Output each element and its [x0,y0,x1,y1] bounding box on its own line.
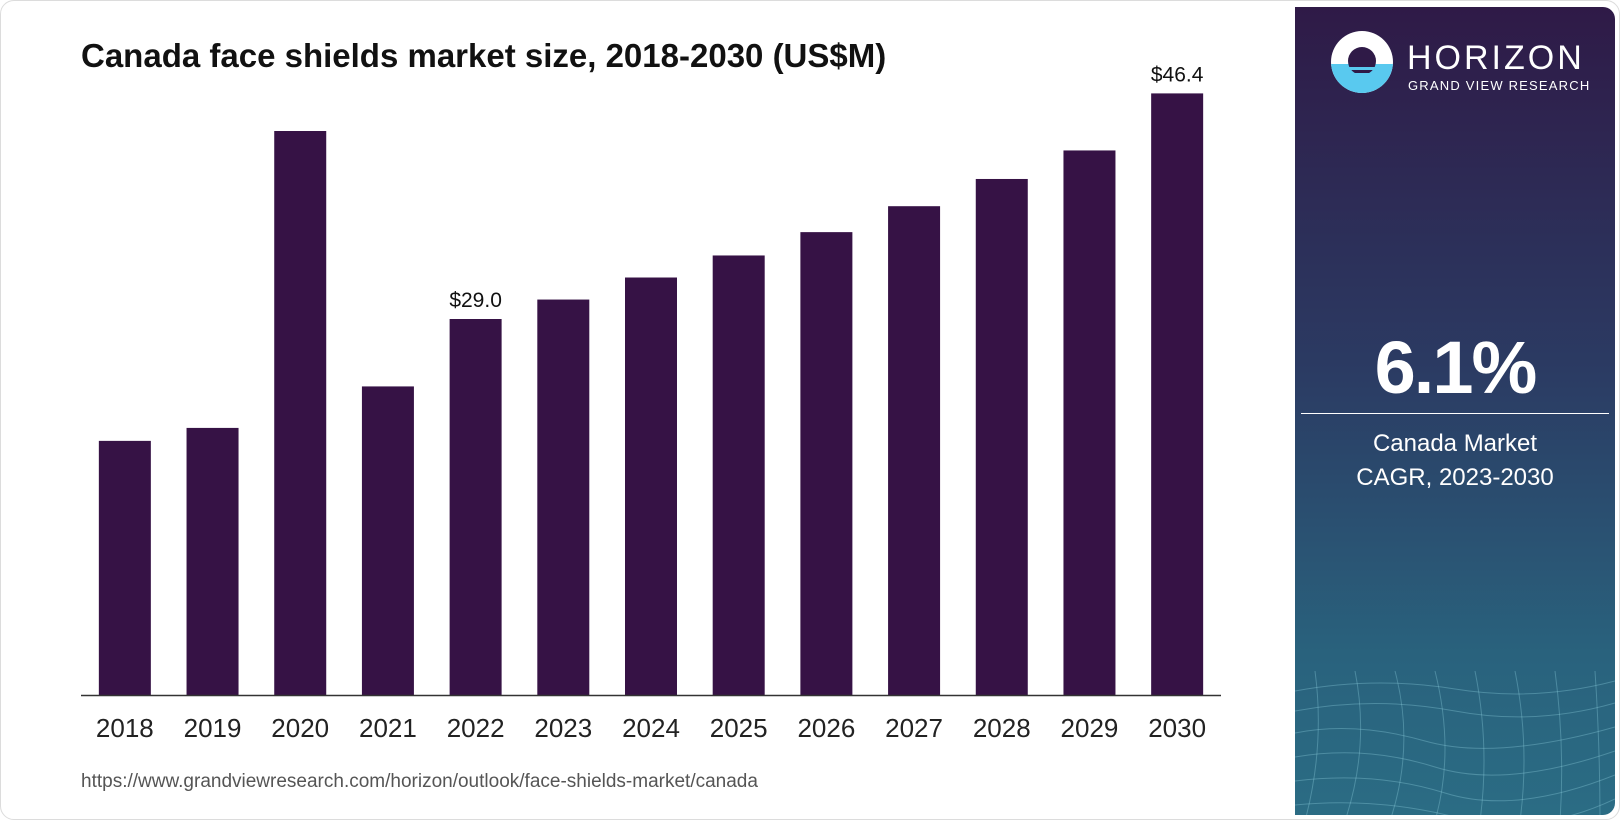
x-tick-label-2020: 2020 [271,713,329,743]
bar-2018 [98,440,151,695]
bar-2027 [888,206,941,695]
divider [1301,413,1609,414]
source-url[interactable]: https://www.grandviewresearch.com/horizo… [81,771,758,792]
x-tick-label-2019: 2019 [184,713,242,743]
x-tick-label-2029: 2029 [1061,713,1119,743]
x-tick-label-2026: 2026 [797,713,855,743]
bar-2021 [361,386,414,695]
x-tick-label-2025: 2025 [710,713,768,743]
cagr-value: 6.1% [1374,326,1538,409]
bar-2028 [975,178,1028,695]
x-tick-label-2022: 2022 [447,713,505,743]
x-tick-label-2030: 2030 [1148,713,1206,743]
horizon-sun-logo-icon [1331,31,1393,93]
bar-2025 [712,255,765,695]
bar-2029 [1063,150,1116,696]
bar-2019 [186,427,239,695]
brand-subtitle: GRAND VIEW RESEARCH [1408,78,1591,93]
bar-2024 [625,277,677,695]
cagr-label-line2: CAGR, 2023-2030 [1356,464,1554,491]
chart-title: Canada face shields market size, 2018-20… [81,37,887,74]
x-tick-label-2028: 2028 [973,713,1031,743]
bar-2020 [274,131,327,695]
x-tick-label-2027: 2027 [885,713,943,743]
x-tick-label-2021: 2021 [359,713,417,743]
bar-2026 [800,232,853,695]
bar-2023 [537,299,590,695]
bar-2030 [1151,93,1204,695]
bar-2022 [449,319,502,695]
cagr-sidebar: HORIZON GRAND VIEW RESEARCH 6.1% Canada … [1295,7,1615,815]
bar-chart: 2018 2019 2020 2021 2022 $29.0 2023 2024 2025 202… [81,63,1221,743]
data-label-2030: $46.4 [1151,63,1204,86]
x-tick-label-2018: 2018 [96,713,154,743]
x-tick-label-2023: 2023 [534,713,592,743]
decorative-mesh-graphic [1295,671,1615,815]
data-label-2022: $29.0 [449,289,502,312]
x-tick-label-2024: 2024 [622,713,680,743]
cagr-label-line1: Canada Market [1372,430,1538,457]
brand-name: HORIZON [1407,39,1585,77]
